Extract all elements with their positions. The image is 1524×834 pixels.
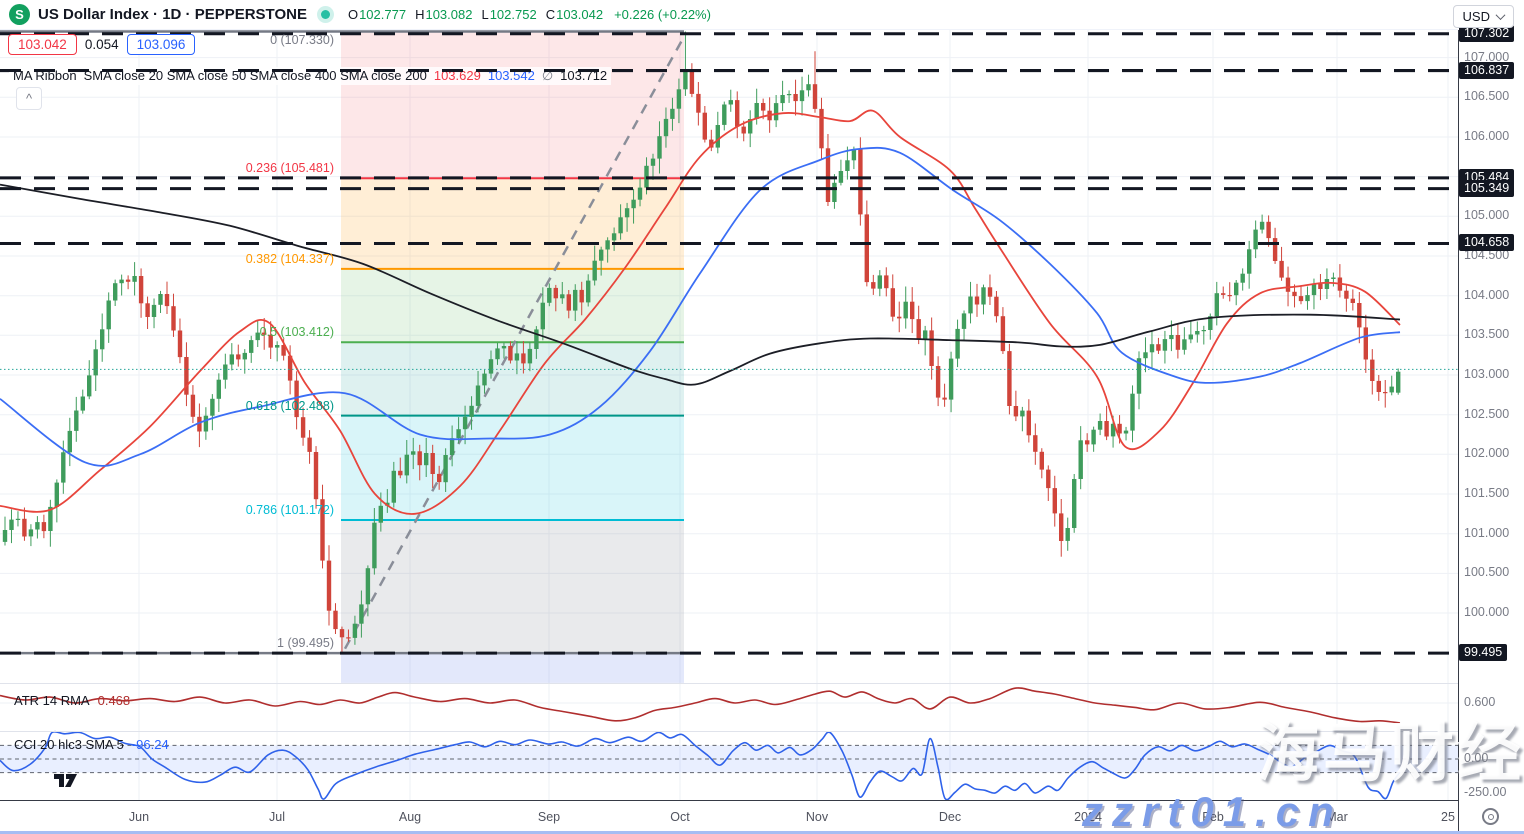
price-change: +0.226 (+0.22%): [614, 7, 711, 22]
cci-indicator-legend[interactable]: CCI 20 hlc3 SMA 5 -96.24: [14, 737, 169, 752]
market-status-icon[interactable]: [320, 10, 330, 19]
gridlines: [0, 30, 1458, 800]
price-axis[interactable]: [1458, 30, 1524, 834]
fib-retracement[interactable]: [0, 30, 688, 683]
buy-price-button[interactable]: 103.096: [126, 34, 196, 55]
ma-line-sma50[interactable]: [0, 146, 1401, 467]
candlestick-series: [2, 31, 1401, 654]
axis-settings-gear-icon[interactable]: [1482, 808, 1499, 825]
price-level-line-overlay: [0, 69, 1458, 72]
pane-separator[interactable]: [0, 731, 1458, 732]
currency-selector-button[interactable]: USD: [1452, 5, 1514, 28]
spread-value: 0.054: [84, 37, 119, 52]
ohlc-values: O102.777 H103.082 L102.752 C103.042 +0.2…: [347, 7, 711, 22]
chart-legend-header: S US Dollar Index · 1D · PEPPERSTONE O10…: [0, 0, 1458, 30]
bottom-accent-bar: [0, 831, 1524, 834]
bid-ask-panel: 103.042 0.054 103.096: [8, 34, 196, 55]
watermark-url: zzrt01.cn: [1082, 788, 1343, 834]
cci-line[interactable]: [0, 730, 1401, 801]
atr-line[interactable]: [0, 687, 1401, 724]
symbol-title[interactable]: US Dollar Index · 1D · PEPPERSTONE: [38, 6, 307, 23]
collapse-indicator-button[interactable]: ^: [16, 87, 42, 110]
atr-indicator-legend[interactable]: ATR 14 RMA 0.468: [14, 693, 131, 708]
ma-line-sma20[interactable]: [0, 109, 1401, 515]
tradingview-logo-icon[interactable]: [54, 771, 82, 789]
symbol-logo-icon: S: [9, 4, 30, 25]
time-axis[interactable]: [0, 800, 1524, 834]
pane-separator[interactable]: [0, 683, 1458, 684]
watermark-cjk: 海马财经: [1256, 717, 1524, 789]
ma-line-sma200[interactable]: [0, 183, 1401, 386]
sell-price-button[interactable]: 103.042: [8, 34, 77, 55]
chevron-down-icon: [1495, 10, 1506, 21]
